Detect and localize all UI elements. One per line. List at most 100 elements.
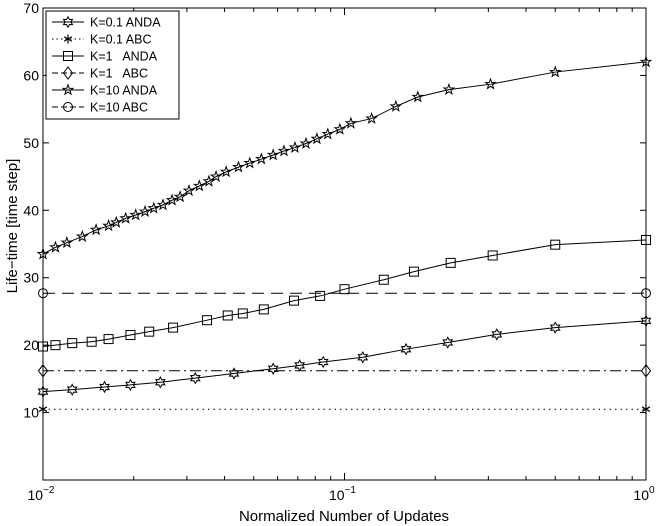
data-point bbox=[549, 321, 561, 334]
data-point bbox=[66, 383, 78, 396]
x-tick-label: 100 bbox=[633, 485, 655, 503]
data-point bbox=[243, 156, 257, 169]
y-tick-label: 70 bbox=[23, 0, 39, 16]
data-point bbox=[400, 342, 412, 356]
data-point bbox=[86, 336, 97, 347]
x-axis-label: Normalized Number of Updates bbox=[239, 508, 449, 525]
data-point bbox=[442, 82, 456, 96]
data-point bbox=[219, 165, 233, 178]
series-line bbox=[42, 61, 647, 255]
data-point bbox=[189, 371, 201, 385]
data-point bbox=[202, 174, 216, 187]
data-point bbox=[168, 322, 179, 333]
legend-marker bbox=[62, 15, 74, 29]
data-point bbox=[491, 328, 503, 341]
data-point bbox=[548, 65, 562, 78]
data-point bbox=[487, 250, 498, 261]
data-point bbox=[237, 308, 248, 319]
data-point bbox=[339, 284, 350, 295]
data-point bbox=[49, 240, 62, 253]
data-point bbox=[60, 235, 74, 249]
data-point bbox=[344, 116, 358, 129]
series-line bbox=[42, 320, 647, 393]
data-point bbox=[288, 140, 302, 153]
data-point bbox=[129, 208, 143, 221]
data-point bbox=[156, 198, 170, 211]
plot-area: 10 20 30 40 50 60 70 10−2 10−1 100 bbox=[23, 0, 655, 503]
data-point bbox=[109, 215, 123, 228]
data-point bbox=[378, 274, 389, 285]
data-point bbox=[442, 336, 454, 349]
legend-label: K=0.1 ANDA bbox=[90, 16, 161, 30]
data-point bbox=[484, 77, 497, 90]
data-point bbox=[232, 160, 245, 173]
data-point bbox=[173, 190, 187, 203]
y-tick-label: 20 bbox=[23, 337, 39, 353]
data-point bbox=[125, 378, 136, 392]
data-point bbox=[641, 234, 651, 245]
data-point bbox=[67, 338, 78, 349]
data-point bbox=[37, 385, 49, 398]
data-point bbox=[154, 375, 166, 389]
data-point bbox=[125, 330, 136, 341]
data-point bbox=[310, 132, 324, 145]
data-point bbox=[50, 340, 61, 351]
data-point bbox=[147, 201, 161, 214]
data-point bbox=[321, 127, 335, 140]
series-4 bbox=[36, 55, 653, 260]
data-point bbox=[38, 288, 48, 299]
data-point bbox=[357, 351, 369, 364]
legend-label: K=10 ANDA bbox=[90, 84, 158, 98]
data-point bbox=[639, 55, 653, 68]
data-point bbox=[165, 193, 179, 206]
data-point bbox=[103, 334, 114, 345]
data-point bbox=[267, 362, 279, 375]
data-point bbox=[89, 223, 103, 236]
y-tick-label: 30 bbox=[23, 270, 39, 286]
data-point bbox=[640, 363, 652, 378]
y-tick-label: 10 bbox=[23, 405, 39, 421]
data-point bbox=[640, 314, 652, 328]
data-point bbox=[389, 99, 403, 112]
data-point bbox=[408, 266, 419, 277]
legend-label: K=10 ABC bbox=[90, 101, 148, 115]
data-point bbox=[99, 380, 110, 394]
x-tick-label: 10−2 bbox=[28, 485, 55, 503]
series-5 bbox=[38, 288, 651, 299]
data-point bbox=[258, 304, 269, 315]
legend-label: K=1 ANDA bbox=[90, 50, 158, 64]
y-tick-label: 40 bbox=[23, 202, 39, 218]
series-1 bbox=[38, 404, 651, 414]
data-point bbox=[222, 310, 233, 321]
data-point bbox=[641, 288, 651, 299]
legend-marker bbox=[63, 51, 73, 61]
series-0 bbox=[37, 314, 652, 398]
legend-marker bbox=[61, 83, 75, 96]
data-point bbox=[36, 247, 50, 260]
data-point bbox=[119, 211, 133, 224]
y-tick-label: 60 bbox=[23, 67, 39, 83]
data-point bbox=[254, 152, 268, 165]
y-tick-label: 50 bbox=[23, 135, 39, 151]
data-point bbox=[550, 239, 561, 250]
data-point bbox=[209, 169, 223, 182]
data-point bbox=[411, 90, 425, 103]
data-point bbox=[299, 136, 313, 149]
legend: K=0.1 ANDA K=0.1 ABC K=1 ANDA K=1 ABC K=10 A… bbox=[45, 10, 180, 120]
series-3 bbox=[37, 363, 652, 378]
legend-marker bbox=[63, 34, 73, 44]
data-point bbox=[365, 111, 378, 125]
x-tick-label: 10−1 bbox=[329, 485, 356, 503]
legend-marker bbox=[63, 102, 73, 112]
legend-label: K=0.1 ABC bbox=[90, 33, 152, 47]
series-line bbox=[42, 239, 647, 347]
data-point bbox=[182, 184, 196, 197]
data-point bbox=[38, 404, 48, 414]
legend-box bbox=[45, 10, 180, 120]
data-point bbox=[144, 326, 155, 337]
data-point bbox=[102, 219, 115, 232]
data-point bbox=[37, 363, 49, 378]
data-point bbox=[277, 144, 291, 157]
series-2 bbox=[38, 234, 651, 352]
